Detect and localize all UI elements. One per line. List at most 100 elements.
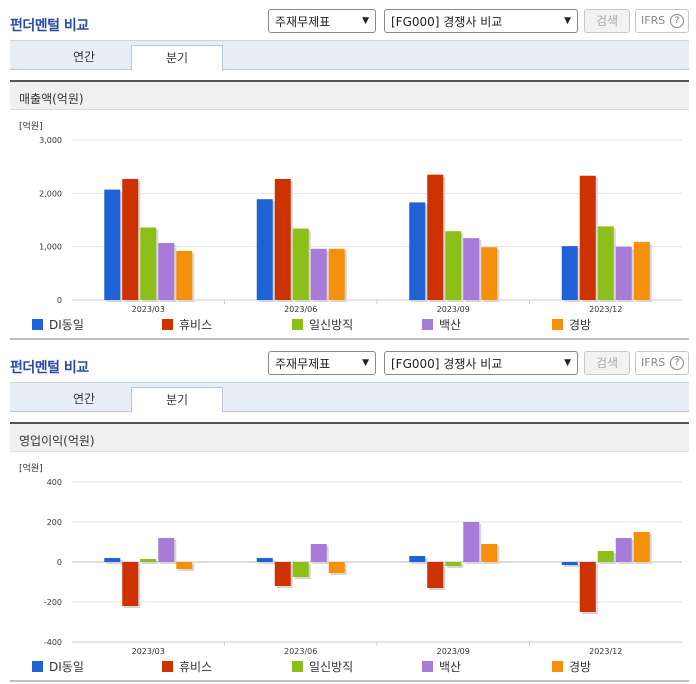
help-icon[interactable]: ? bbox=[670, 356, 684, 370]
y-tick-label: 200 bbox=[47, 518, 62, 527]
legend-item[interactable]: 휴비스 bbox=[162, 316, 212, 333]
legend-item[interactable]: 일신방직 bbox=[292, 658, 353, 675]
chevron-down-icon: ▼ bbox=[564, 16, 571, 26]
x-tick-label: 2023/06 bbox=[284, 647, 317, 656]
bar bbox=[140, 227, 157, 300]
revenue-chart-svg: [억원] 0 1,000 2,000 3,000 2023/03 2023/06 2023/0… bbox=[19, 120, 682, 314]
bar bbox=[445, 231, 462, 300]
legend-item[interactable]: 일신방직 bbox=[292, 316, 353, 333]
statement-type-value: 주재무제표 bbox=[275, 357, 331, 371]
fundamental-panel-operating-income: 펀더멘털 비교 주재무제표 ▼ [FG000] 경쟁사 비교 ▼ 검색 IFRS? … bbox=[0, 342, 696, 684]
panel-title: 펀더멘털 비교 bbox=[10, 360, 89, 376]
bar bbox=[140, 559, 157, 562]
panel-title: 펀더멘털 비교 bbox=[10, 18, 89, 34]
operating-income-chart-svg: [억원] -400 -200 0 200 400 2023/03 2023/06 2023/09… bbox=[19, 462, 682, 656]
legend-swatch bbox=[552, 661, 563, 672]
statement-type-value: 주재무제표 bbox=[275, 15, 331, 29]
bar bbox=[615, 538, 632, 562]
legend-label: DI동일 bbox=[49, 660, 84, 674]
period-tabs: 연간 분기 bbox=[10, 382, 689, 413]
legend-item[interactable]: 경방 bbox=[552, 658, 591, 675]
y-tick-label: 0 bbox=[57, 296, 62, 305]
x-tick-label: 2023/09 bbox=[437, 647, 470, 656]
fundamental-panel-revenue: 펀더멘털 비교 주재무제표 ▼ [FG000] 경쟁사 비교 ▼ 검색 IFRS? … bbox=[10, 9, 689, 340]
statement-type-select[interactable]: 주재무제표 ▼ bbox=[268, 9, 376, 33]
tab-annual[interactable]: 연간 bbox=[72, 392, 96, 406]
legend-swatch bbox=[162, 319, 173, 330]
bar bbox=[481, 247, 498, 300]
x-tick-label: 2023/12 bbox=[589, 647, 622, 656]
y-tick-label: 0 bbox=[57, 558, 62, 567]
legend-label: 휴비스 bbox=[179, 318, 213, 332]
bar bbox=[409, 202, 426, 300]
chevron-down-icon: ▼ bbox=[362, 16, 369, 26]
legend-label: 일신방직 bbox=[309, 318, 354, 332]
legend-item[interactable]: 백산 bbox=[422, 658, 461, 675]
legend-swatch bbox=[162, 661, 173, 672]
peer-group-value: [FG000] 경쟁사 비교 bbox=[391, 15, 503, 29]
search-button[interactable]: 검색 bbox=[584, 9, 630, 33]
legend-item[interactable]: 백산 bbox=[422, 316, 461, 333]
chart-legend: DI동일 휴비스 일신방직 백산 경방 bbox=[10, 316, 689, 334]
legend-label: 휴비스 bbox=[179, 660, 213, 674]
legend-swatch bbox=[422, 661, 433, 672]
bar bbox=[561, 246, 578, 300]
bar bbox=[158, 242, 175, 300]
bar bbox=[328, 248, 345, 300]
bar bbox=[409, 556, 426, 562]
tab-quarterly[interactable]: 분기 bbox=[131, 387, 223, 413]
bar bbox=[561, 562, 578, 565]
chart-title: 매출액(억원) bbox=[10, 82, 689, 110]
bar bbox=[292, 562, 309, 577]
bar bbox=[104, 558, 121, 562]
bar bbox=[292, 228, 309, 300]
peer-group-select[interactable]: [FG000] 경쟁사 비교 ▼ bbox=[384, 351, 578, 375]
y-tick-label: 3,000 bbox=[39, 136, 62, 145]
search-button[interactable]: 검색 bbox=[584, 351, 630, 375]
statement-type-select[interactable]: 주재무제표 ▼ bbox=[268, 351, 376, 375]
bar bbox=[579, 562, 596, 612]
legend-item[interactable]: DI동일 bbox=[32, 316, 84, 333]
bar bbox=[104, 189, 121, 300]
y-tick-label: 2,000 bbox=[39, 189, 62, 198]
peer-group-select[interactable]: [FG000] 경쟁사 비교 ▼ bbox=[384, 9, 578, 33]
ifrs-button[interactable]: IFRS? bbox=[635, 9, 689, 33]
bar bbox=[481, 544, 498, 562]
legend-swatch bbox=[32, 661, 43, 672]
tab-annual[interactable]: 연간 bbox=[72, 50, 96, 64]
legend-item[interactable]: 휴비스 bbox=[162, 658, 212, 675]
chart-title: 영업이익(억원) bbox=[10, 424, 689, 452]
chevron-down-icon: ▼ bbox=[362, 358, 369, 368]
revenue-chart: 매출액(억원) [억원] 0 1,000 2,000 3,000 2023/03 2023/… bbox=[10, 80, 689, 340]
y-tick-label: -200 bbox=[44, 598, 62, 607]
tab-quarterly[interactable]: 분기 bbox=[131, 45, 223, 71]
legend-swatch bbox=[32, 319, 43, 330]
x-tick-label: 2023/06 bbox=[284, 305, 317, 314]
bar bbox=[158, 538, 175, 562]
peer-group-value: [FG000] 경쟁사 비교 bbox=[391, 357, 503, 371]
x-tick-label: 2023/12 bbox=[589, 305, 622, 314]
bar bbox=[274, 562, 291, 586]
legend-swatch bbox=[422, 319, 433, 330]
bar bbox=[579, 175, 596, 300]
ifrs-label: IFRS bbox=[641, 14, 666, 27]
legend-item[interactable]: 경방 bbox=[552, 316, 591, 333]
legend-label: 경방 bbox=[569, 318, 592, 332]
bar-shadow bbox=[142, 561, 159, 564]
bar bbox=[176, 562, 193, 569]
help-icon[interactable]: ? bbox=[670, 14, 684, 28]
bar bbox=[633, 532, 650, 562]
bar bbox=[256, 199, 273, 300]
bar bbox=[122, 562, 139, 606]
bar bbox=[176, 250, 193, 300]
bar bbox=[427, 562, 444, 588]
legend-swatch bbox=[292, 661, 303, 672]
bar bbox=[274, 178, 291, 300]
ifrs-button[interactable]: IFRS? bbox=[635, 351, 689, 375]
operating-income-chart: 영업이익(억원) [억원] -400 -200 0 200 400 2023/03 2023/… bbox=[10, 422, 689, 682]
bar bbox=[328, 562, 345, 573]
bar-shadow bbox=[563, 564, 580, 567]
x-tick-label: 2023/03 bbox=[132, 647, 165, 656]
legend-item[interactable]: DI동일 bbox=[32, 658, 84, 675]
x-tick-label: 2023/03 bbox=[132, 305, 165, 314]
